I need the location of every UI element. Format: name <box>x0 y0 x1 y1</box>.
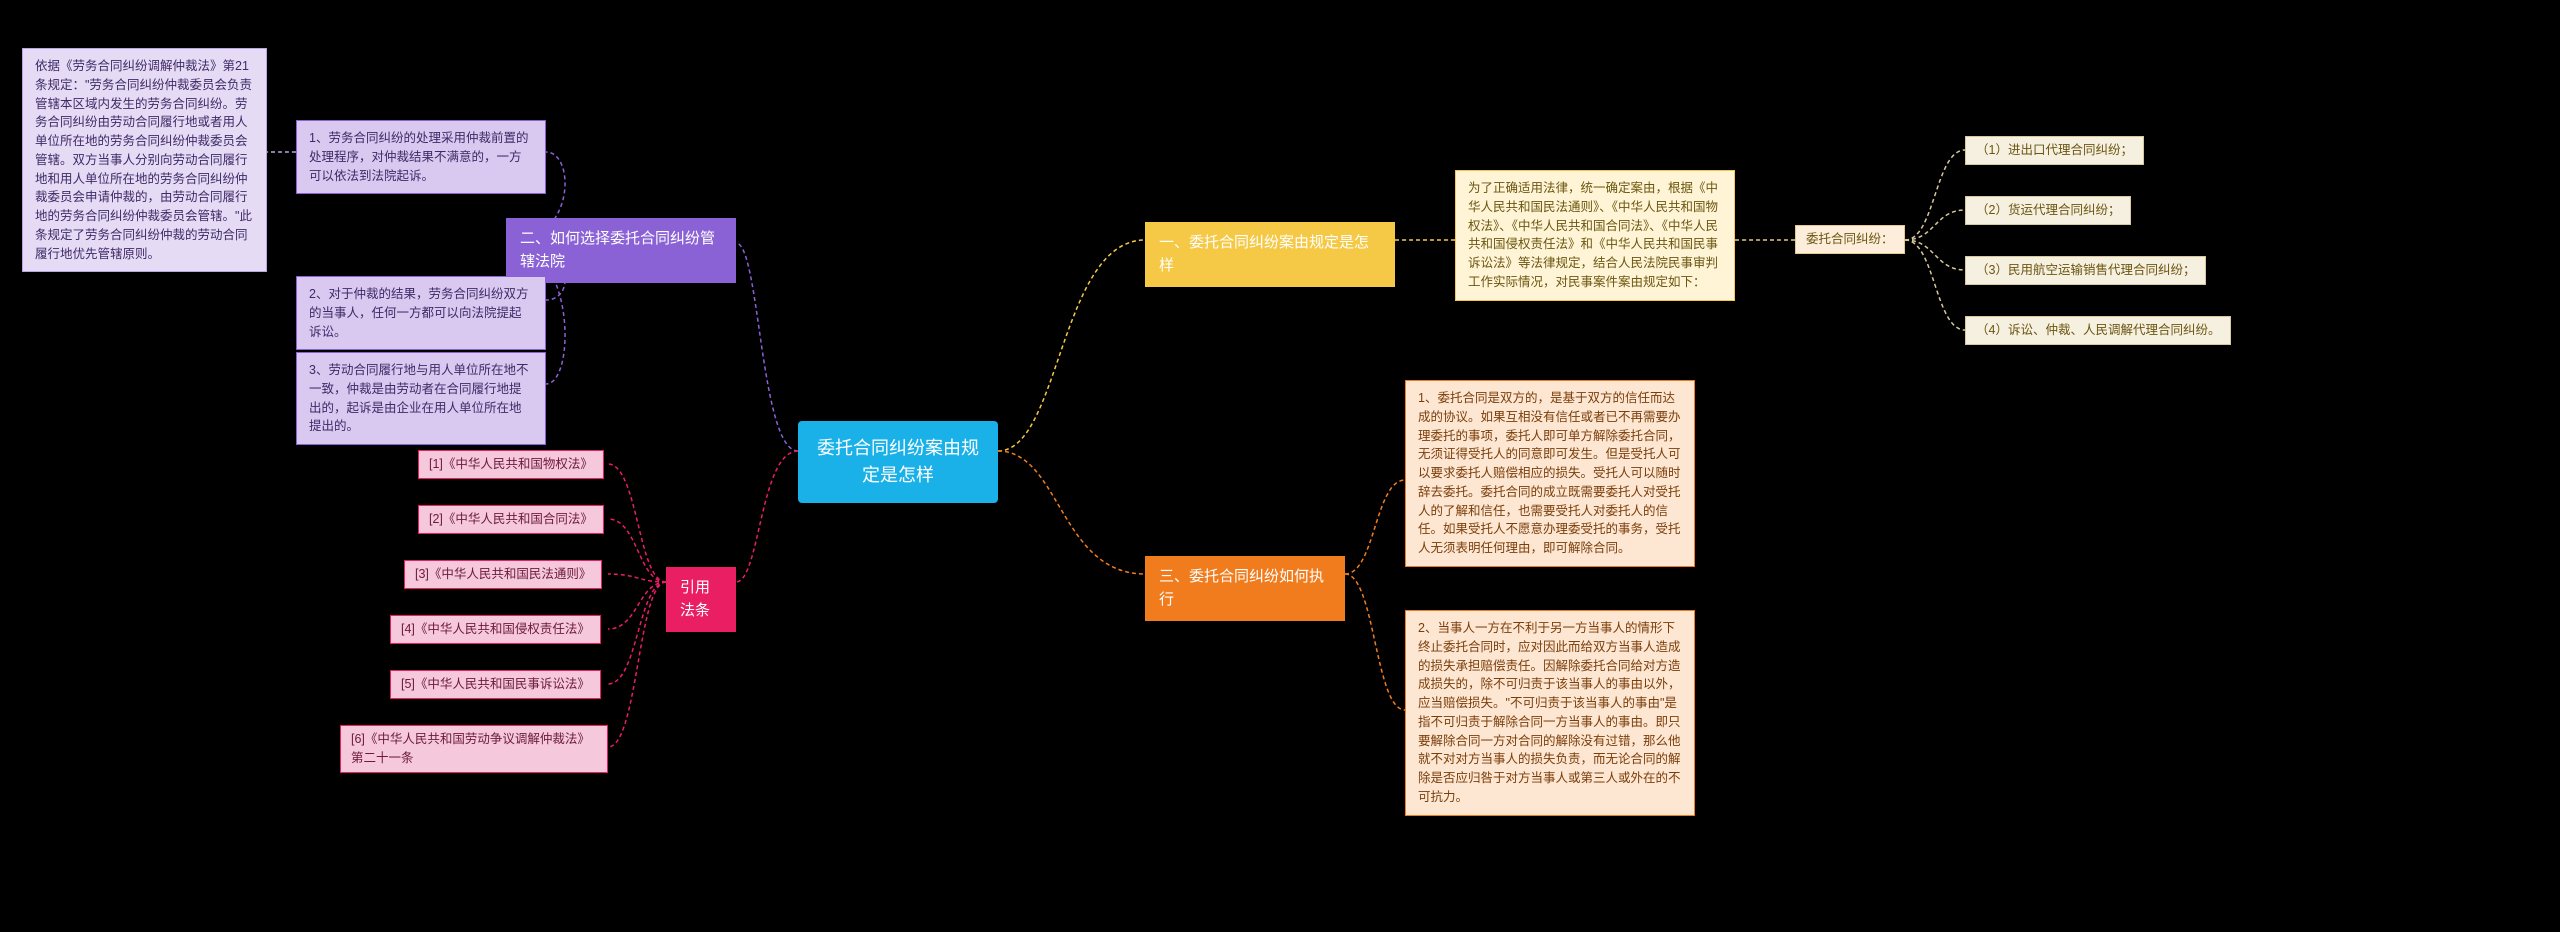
branch-2-leaf-1[interactable]: 1、劳务合同纠纷的处理采用仲裁前置的处理程序，对仲裁结果不满意的，一方可以依法到… <box>296 120 546 194</box>
branch-4-leaf-5: [5]《中华人民共和国民事诉讼法》 <box>390 670 601 699</box>
branch-4-leaf-3: [3]《中华人民共和国民法通则》 <box>404 560 602 589</box>
branch-1-leaf-2-3: （3）民用航空运输销售代理合同纠纷； <box>1965 256 2206 285</box>
branch-1-leaf-1[interactable]: 为了正确适用法律，统一确定案由，根据《中华人民共和国民法通则》、《中华人民共和国… <box>1455 170 1735 301</box>
branch-4[interactable]: 引用法条 <box>666 567 736 632</box>
branch-3-leaf-2[interactable]: 2、当事人一方在不利于另一方当事人的情形下终止委托合同时，应对因此而给双方当事人… <box>1405 610 1695 816</box>
branch-1-leaf-2-4: （4）诉讼、仲裁、人民调解代理合同纠纷。 <box>1965 316 2231 345</box>
branch-4-leaf-2: [2]《中华人民共和国合同法》 <box>418 505 604 534</box>
branch-2-leaf-2[interactable]: 2、对于仲裁的结果，劳务合同纠纷双方的当事人，任何一方都可以向法院提起诉讼。 <box>296 276 546 350</box>
branch-2-leaf-3[interactable]: 3、劳动合同履行地与用人单位所在地不一致，仲裁是由劳动者在合同履行地提出的，起诉… <box>296 352 546 445</box>
branch-4-leaf-4: [4]《中华人民共和国侵权责任法》 <box>390 615 601 644</box>
root-node[interactable]: 委托合同纠纷案由规定是怎样 <box>798 421 998 503</box>
branch-4-leaf-6: [6]《中华人民共和国劳动争议调解仲裁法》第二十一条 <box>340 725 608 773</box>
branch-1-leaf-2-2: （2）货运代理合同纠纷； <box>1965 196 2131 225</box>
branch-1[interactable]: 一、委托合同纠纷案由规定是怎样 <box>1145 222 1395 287</box>
branch-4-leaf-1: [1]《中华人民共和国物权法》 <box>418 450 604 479</box>
branch-1-leaf-2-1: （1）进出口代理合同纠纷； <box>1965 136 2144 165</box>
branch-2-leaf-1a[interactable]: 依据《劳务合同纠纷调解仲裁法》第21条规定："劳务合同纠纷仲裁委员会负责管辖本区… <box>22 48 267 272</box>
branch-3-leaf-1[interactable]: 1、委托合同是双方的，是基于双方的信任而达成的协议。如果互相没有信任或者已不再需… <box>1405 380 1695 567</box>
branch-2[interactable]: 二、如何选择委托合同纠纷管辖法院 <box>506 218 736 283</box>
branch-1-leaf-2[interactable]: 委托合同纠纷： <box>1795 225 1905 254</box>
branch-3[interactable]: 三、委托合同纠纷如何执行 <box>1145 556 1345 621</box>
